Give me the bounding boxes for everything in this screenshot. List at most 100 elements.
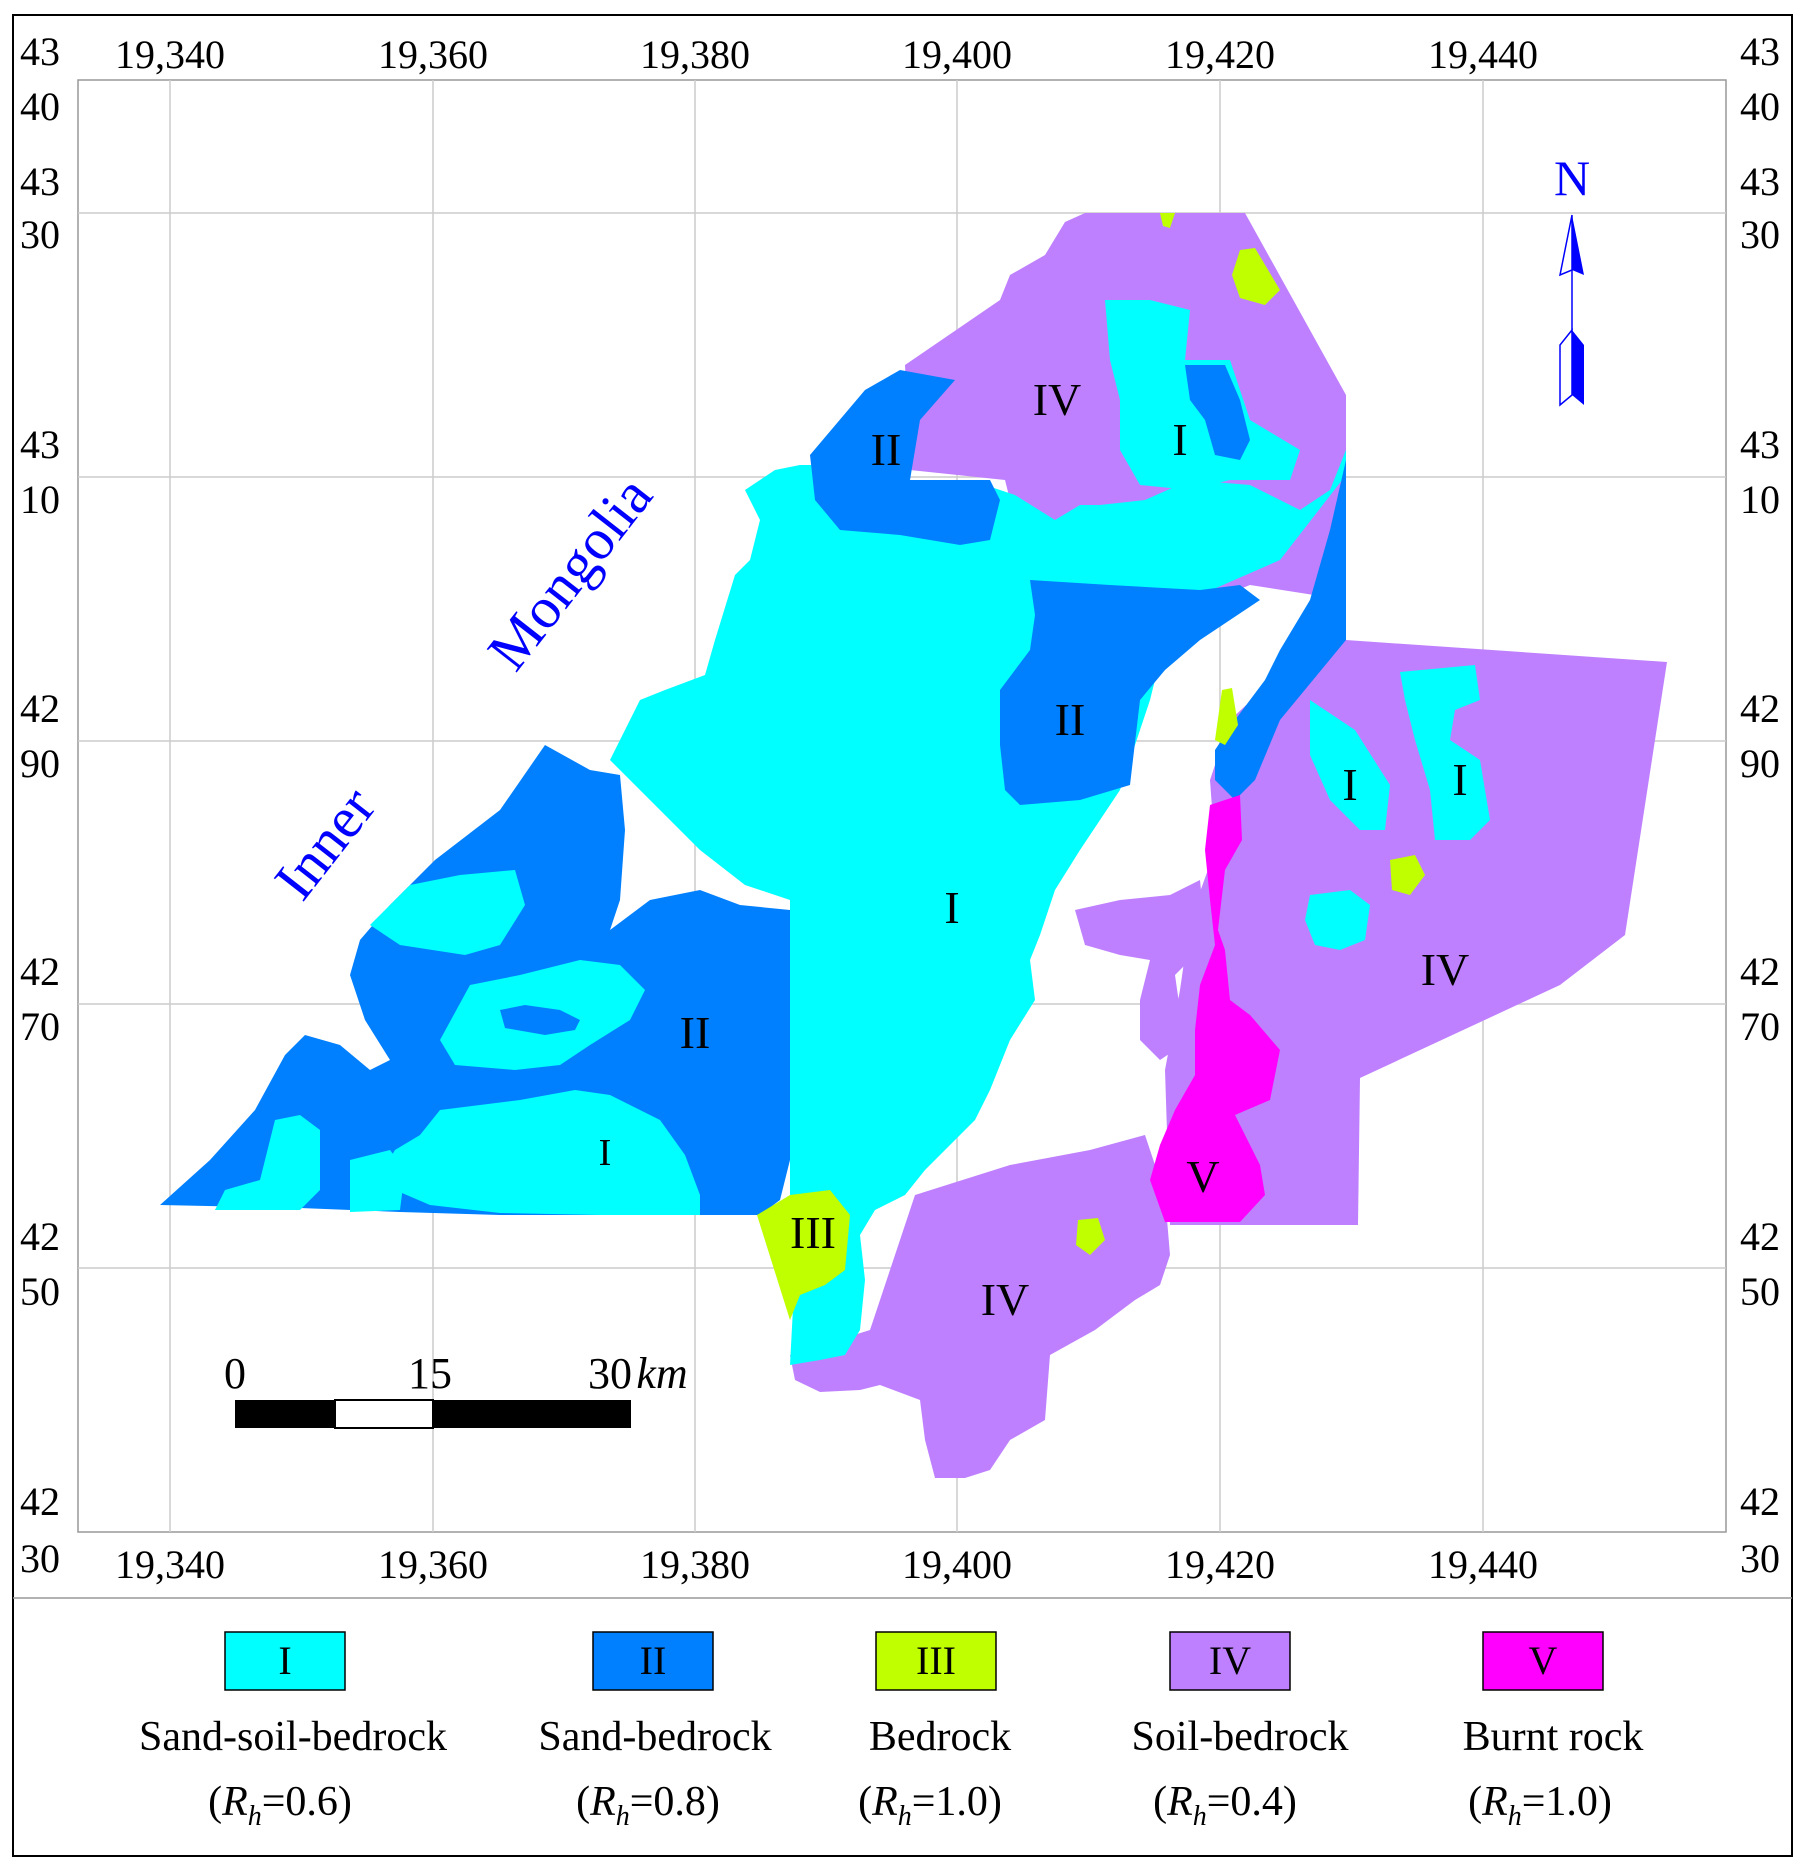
- zone-ii-north-patch: [810, 370, 1000, 545]
- zone-ii-west: [160, 745, 790, 1215]
- x-tick-top: 19,440: [1428, 32, 1538, 77]
- y-tick-left-top: 42: [20, 686, 60, 731]
- legend-item-i[interactable]: I Sand-soil-bedrock (Rh=0.6): [139, 1631, 447, 1832]
- y-ticks-right: 43 40 43 30 43 10 42 90 42 70 42 50 42 3…: [1740, 29, 1780, 1581]
- y-tick-right-top: 43: [1740, 159, 1780, 204]
- zone-v: [1150, 795, 1280, 1222]
- legend-swatch-iii: [875, 1631, 997, 1691]
- y-tick-right-top: 42: [1740, 949, 1780, 994]
- legend-coef-ii: (Rh=0.8): [576, 1779, 720, 1832]
- legend-coef-iii: (Rh=1.0): [858, 1779, 1002, 1832]
- y-tick-left-bottom: 50: [20, 1269, 60, 1314]
- zone-ii-center: [1000, 580, 1260, 805]
- legend-item-v[interactable]: V Burnt rock (Rh=1.0): [1463, 1631, 1644, 1832]
- y-tick-right-bottom: 70: [1740, 1004, 1780, 1049]
- y-tick-left-bottom: 40: [20, 84, 60, 129]
- zone-iii-north: [1232, 248, 1280, 305]
- zone-i-east-a: [1400, 665, 1490, 840]
- label-i-center: I: [944, 882, 959, 933]
- north-arrow[interactable]: N: [1554, 150, 1590, 407]
- scale-bar: 0 15 30 km: [224, 1349, 688, 1429]
- scale-label-30: 30: [588, 1349, 632, 1398]
- legend-coef-iv: (Rh=0.4): [1153, 1779, 1297, 1832]
- label-iv-north: IV: [1033, 374, 1082, 425]
- label-iii: III: [790, 1207, 836, 1258]
- zone-iii-south: [757, 1190, 850, 1320]
- y-tick-right-top: 43: [1740, 422, 1780, 467]
- x-tick-top: 19,340: [115, 32, 225, 77]
- y-tick-left-top: 42: [20, 949, 60, 994]
- label-i-west: I: [599, 1132, 612, 1174]
- zone-ii-west-core: [500, 1005, 580, 1035]
- x-tick-top: 19,400: [902, 32, 1012, 77]
- y-tick-right-top: 42: [1740, 686, 1780, 731]
- y-tick-left-bottom: 10: [20, 477, 60, 522]
- y-tick-left-top: 43: [20, 159, 60, 204]
- zone-ii-northeast: [1215, 460, 1346, 800]
- zone-iv-center: [1075, 880, 1205, 1060]
- north-arrow-letter: N: [1554, 150, 1590, 206]
- y-tick-right-top: 42: [1740, 1479, 1780, 1524]
- legend-item-ii[interactable]: II Sand-bedrock (Rh=0.8): [538, 1631, 772, 1832]
- zone-i-west-lower: [380, 1090, 700, 1215]
- zone-iii-north-tip: [1160, 213, 1175, 228]
- label-v: V: [1186, 1151, 1219, 1202]
- zone-i-west-top: [370, 870, 525, 955]
- label-i-east-a: I: [1342, 759, 1357, 810]
- zone-iii-east: [1390, 855, 1425, 895]
- legend-swatch-iv: [1169, 1631, 1291, 1691]
- zone-i-southwest-b: [350, 1150, 405, 1212]
- label-iv-east: IV: [1421, 944, 1470, 995]
- x-tick-bottom: 19,380: [640, 1542, 750, 1587]
- zone-iii-south-small: [1076, 1218, 1105, 1255]
- legend-name-iii: Bedrock: [869, 1714, 1011, 1760]
- legend-item-iii[interactable]: III Bedrock (Rh=1.0): [858, 1631, 1011, 1832]
- zone-ii-north-inner: [1185, 365, 1250, 460]
- zone-i-main: [610, 450, 1346, 1365]
- scale-unit: km: [636, 1349, 687, 1398]
- zone-i-southwest-a: [215, 1115, 320, 1210]
- zone-map: [160, 213, 1667, 1478]
- x-ticks-bottom: 19,340 19,360 19,380 19,400 19,420 19,44…: [115, 1542, 1538, 1587]
- zone-i-east-strip: [1310, 700, 1390, 830]
- y-tick-right-top: 43: [1740, 29, 1780, 74]
- y-tick-right-bottom: 30: [1740, 212, 1780, 257]
- legend-name-ii: Sand-bedrock: [538, 1714, 771, 1760]
- legend: I Sand-soil-bedrock (Rh=0.6) II Sand-bed…: [139, 1631, 1644, 1832]
- y-tick-left-top: 42: [20, 1214, 60, 1259]
- legend-swatch-v: [1482, 1631, 1604, 1691]
- legend-swatch-ii: [592, 1631, 714, 1691]
- legend-item-iv[interactable]: IV Soil-bedrock (Rh=0.4): [1132, 1631, 1349, 1832]
- x-tick-bottom: 19,420: [1165, 1542, 1275, 1587]
- y-tick-right-bottom: 50: [1740, 1269, 1780, 1314]
- legend-name-i: Sand-soil-bedrock: [139, 1714, 447, 1760]
- label-ii-center: II: [1055, 694, 1086, 745]
- y-tick-left-bottom: 30: [20, 212, 60, 257]
- scale-label-0: 0: [224, 1349, 246, 1398]
- legend-swatch-i: [224, 1631, 346, 1691]
- legend-name-iv: Soil-bedrock: [1132, 1714, 1349, 1760]
- x-tick-top: 19,360: [378, 32, 488, 77]
- x-tick-top: 19,420: [1165, 32, 1275, 77]
- zone-iii-center: [1215, 688, 1238, 745]
- legend-roman-v: V: [1529, 1638, 1558, 1683]
- region-labels: IV I II II I I I IV II I V III IV: [599, 374, 1470, 1325]
- scale-label-15: 15: [408, 1349, 452, 1398]
- legend-name-v: Burnt rock: [1463, 1714, 1644, 1760]
- legend-roman-ii: II: [640, 1638, 667, 1683]
- label-ii-north: II: [871, 424, 902, 475]
- label-i-east-b: I: [1452, 754, 1467, 805]
- y-tick-right-bottom: 40: [1740, 84, 1780, 129]
- y-tick-right-top: 42: [1740, 1214, 1780, 1259]
- y-tick-left-bottom: 90: [20, 741, 60, 786]
- y-tick-right-bottom: 10: [1740, 477, 1780, 522]
- legend-coef-i: (Rh=0.6): [208, 1779, 352, 1832]
- label-ii-west: II: [680, 1007, 711, 1058]
- x-tick-bottom: 19,440: [1428, 1542, 1538, 1587]
- legend-roman-iv: IV: [1209, 1638, 1251, 1683]
- x-tick-bottom: 19,340: [115, 1542, 225, 1587]
- y-tick-left-bottom: 30: [20, 1536, 60, 1581]
- y-tick-right-bottom: 30: [1740, 1536, 1780, 1581]
- legend-roman-iii: III: [916, 1638, 956, 1683]
